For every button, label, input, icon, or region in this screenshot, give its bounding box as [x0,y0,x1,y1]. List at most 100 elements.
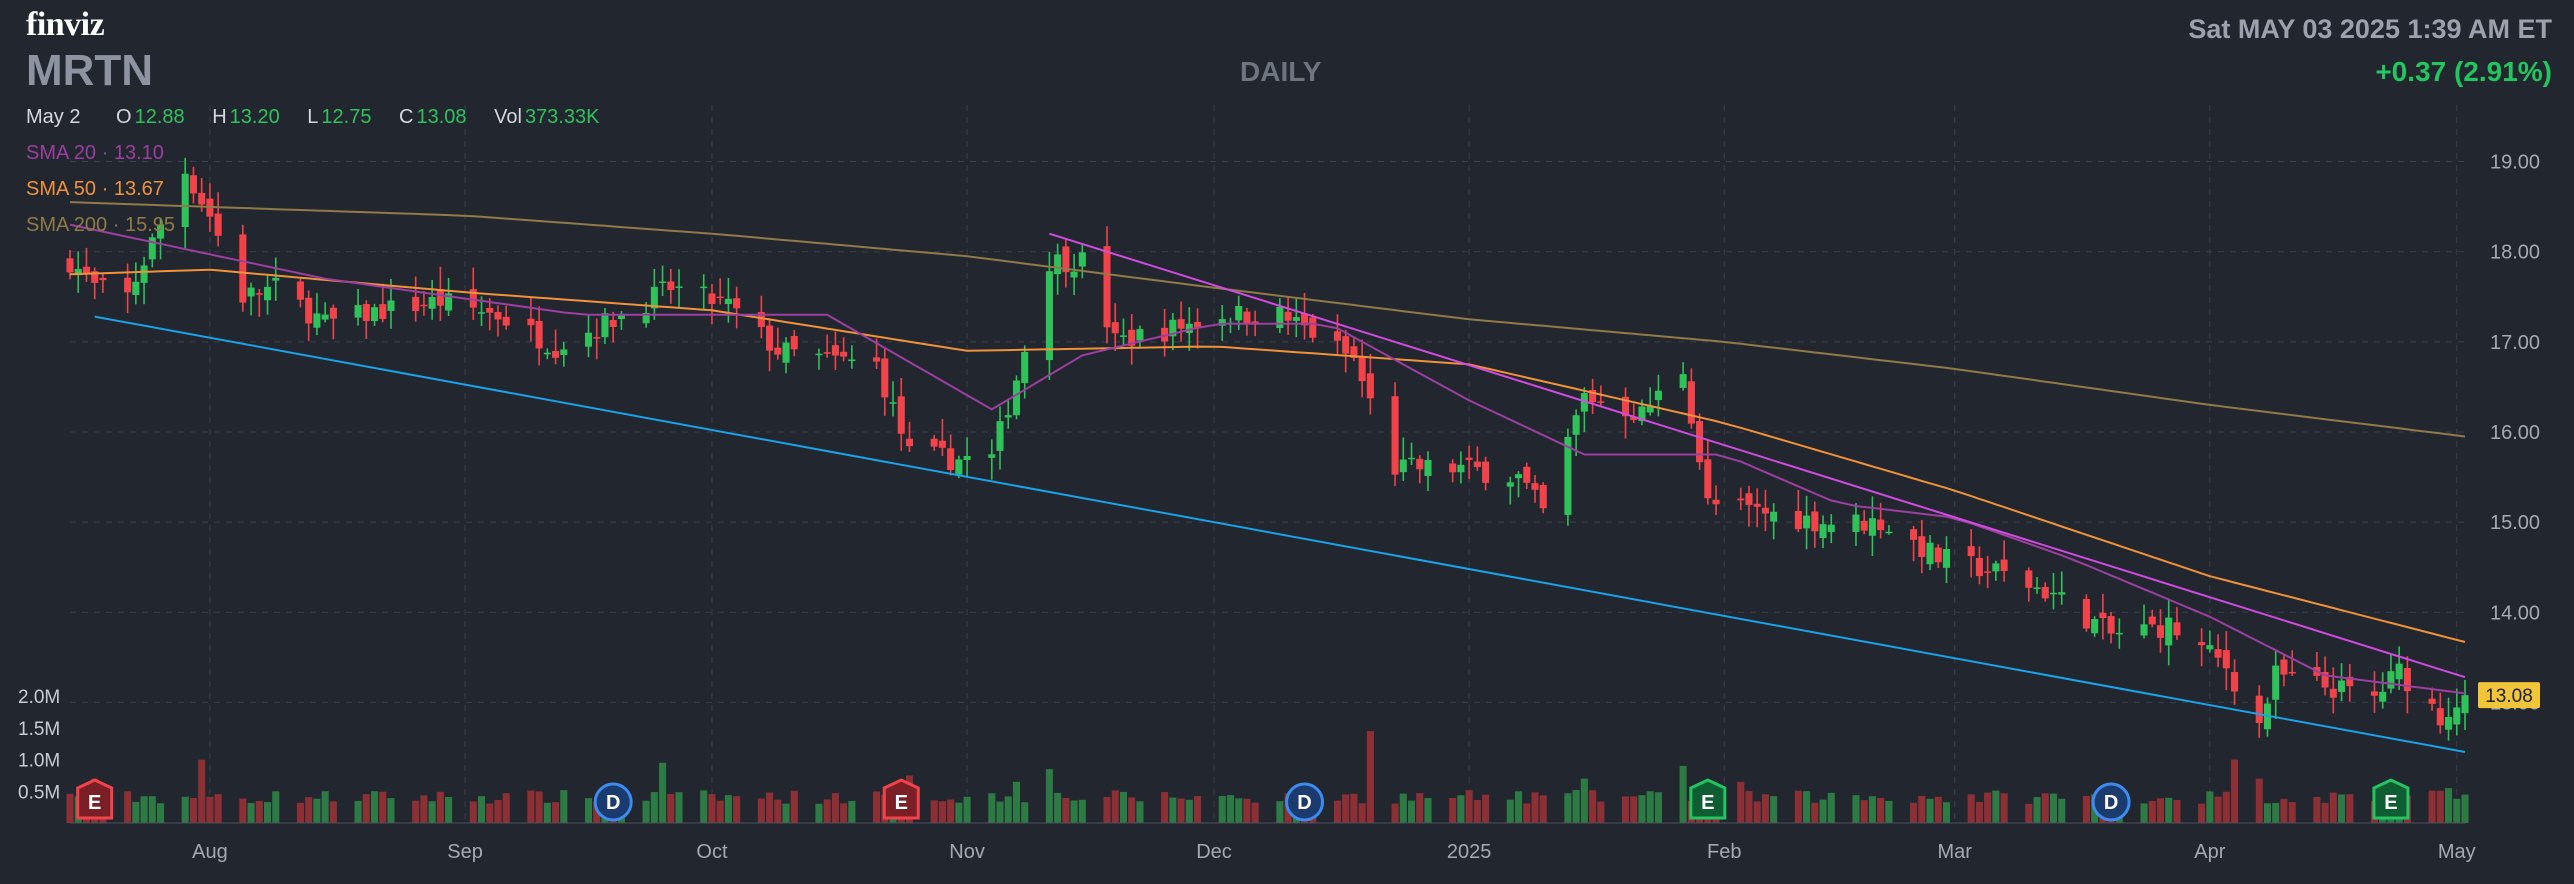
candle-body [1358,356,1366,382]
volume-bar [445,797,453,823]
candle-body [1407,457,1416,460]
dividend-marker[interactable]: D [593,782,633,822]
candle-body [1877,519,1885,531]
volume-bar [938,801,946,823]
candle-body [766,325,774,351]
candle-body [1967,546,1975,557]
candle-body [148,237,156,260]
candle-body [1597,401,1605,403]
volume-bar [1638,795,1646,823]
candle-body [156,224,165,239]
candle-body [2461,695,2469,714]
candle-body [1128,329,1136,346]
candle-body [1539,485,1547,509]
volume-bar [1992,790,2000,823]
candle-body [1712,499,1720,505]
earnings-beat-marker[interactable]: E [2372,778,2410,820]
earnings-beat-marker[interactable]: E [1689,778,1727,820]
volume-bar [428,801,436,823]
candle-body [255,293,263,295]
sma-200-legend[interactable]: SMA 200 · 15.95 [26,214,176,236]
volume-bar [1128,797,1136,823]
volume-bar [1119,791,1128,823]
price-tick-label: 16.00 [2490,422,2540,444]
quote-datetime: Sat MAY 03 2025 1:39 AM ET [2188,14,2552,44]
volume-bar [1934,796,1942,823]
volume-bar [996,801,1004,823]
volume-bar [206,796,214,823]
volume-bar [1646,791,1654,823]
candle-body [1457,464,1465,473]
volume-bar [1457,795,1465,823]
lower-trendline[interactable] [94,315,2466,753]
volume-bar [1103,797,1111,823]
candle-body [181,173,189,227]
volume-bar [321,791,329,823]
candle-body [1975,557,1983,577]
volume-bar [2288,802,2296,823]
timeframe-label: DAILY [1240,56,1322,87]
candle-body [2395,663,2403,680]
candle-body [1761,507,1769,514]
volume-bar [1589,790,1597,823]
dividend-icon [593,782,633,822]
candle-body [1111,322,1119,334]
volume-bar [2148,800,2156,823]
candle-body [189,175,197,194]
volume-bar [1194,796,1202,823]
candle-body [2222,650,2230,669]
date-tick-label: 2025 [1447,841,1492,863]
volume-bar [831,793,839,823]
upper-trendline[interactable] [1049,232,2466,679]
candle-body [1292,317,1300,321]
candle-body [1934,547,1942,563]
earnings-miss-marker[interactable]: E [882,778,920,820]
candle-body [1630,416,1638,421]
ticker-symbol: MRTN [26,46,154,95]
candle-body [1350,346,1358,358]
dividend-marker[interactable]: D [2091,782,2131,822]
volume-bar [198,759,206,823]
candle-body [99,277,107,281]
candle-body [560,349,568,355]
candle-body [996,421,1004,451]
candle-body [1992,563,2000,572]
candle-body [2370,691,2379,696]
volume-bar [2436,790,2444,823]
volume-bar [782,803,790,823]
candle-body [831,345,839,356]
volume-bar [2156,798,2165,823]
candle-body [1827,524,1835,533]
volume-bar [1276,801,1284,823]
volume-bar [584,798,593,823]
volume-bar [1803,791,1811,823]
candle-body [675,286,683,288]
volume-bar [1737,781,1745,823]
earnings-miss-marker[interactable]: E [76,778,114,820]
volume-bar [2445,788,2453,823]
volume-bar [132,801,140,823]
volume-bar [700,790,708,823]
candle-body [436,289,444,306]
date-tick-label: Oct [696,841,728,863]
sma-200-line [69,201,2466,438]
volume-bar [2255,778,2263,823]
candle-body [1062,246,1070,273]
volume-bar [247,802,255,823]
finviz-logo[interactable]: finviz [26,6,105,43]
dividend-marker[interactable]: D [1285,782,1325,822]
price-tick-label: 15.00 [2490,512,2540,534]
candle-body [2387,671,2395,689]
candle-body [1465,457,1473,460]
candle-body [1045,271,1053,361]
volume-bar [469,801,477,823]
sma-20-legend[interactable]: SMA 20 · 13.10 [26,142,164,164]
sma-50-legend[interactable]: SMA 50 · 13.67 [26,178,164,200]
volume-bar [1350,793,1358,823]
volume-bar [724,795,732,823]
volume-bar [1984,792,1992,823]
candle-body [1424,460,1432,477]
volume-bar [1185,799,1193,823]
candle-body [420,304,428,307]
